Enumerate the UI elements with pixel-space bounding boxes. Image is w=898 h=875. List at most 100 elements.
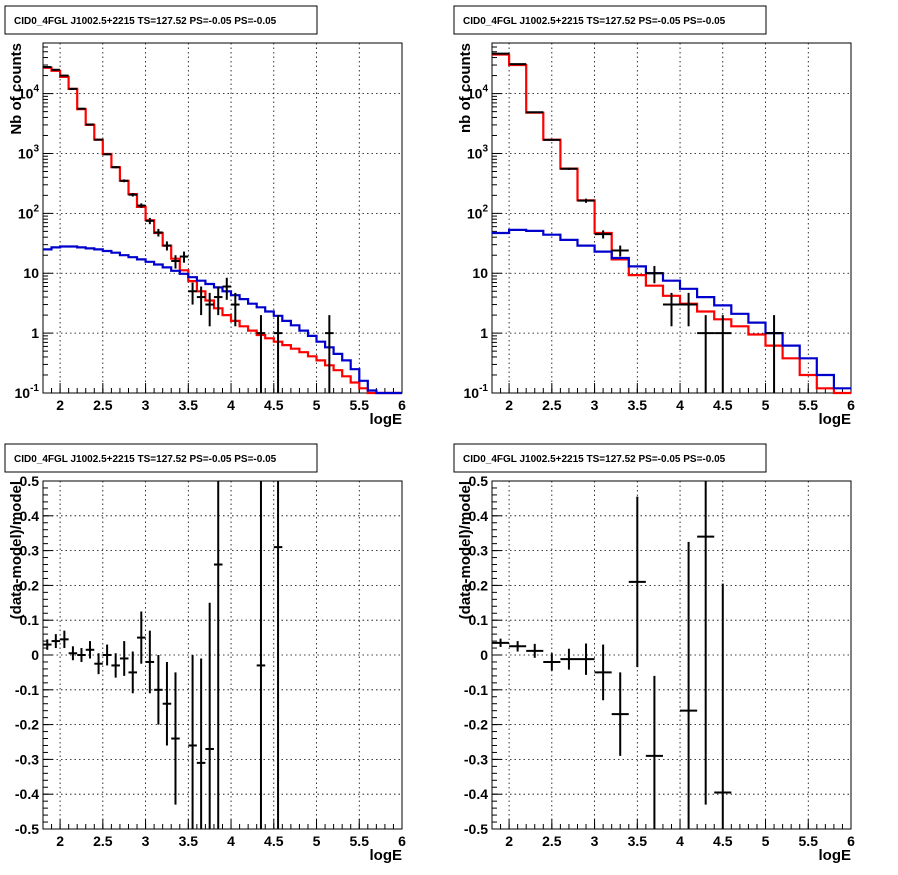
title-box [453,443,767,473]
y-tick-label: 103 [18,143,40,161]
data-point [492,638,510,647]
data-point [714,315,732,393]
x-tick-label: 5.5 [350,833,370,849]
y-tick-label: -0.3 [464,751,488,767]
data-point [43,639,52,650]
y-tick-label: 0.1 [20,612,40,628]
y-axis-label: Nb of counts [8,43,25,135]
x-tick-label: 2.5 [542,397,562,413]
x-axis-label: logE [370,411,403,428]
y-tick-label: 1 [31,325,39,341]
x-tick-label: 4.5 [264,833,284,849]
y-tick-label: -0.4 [15,786,39,802]
data-point [154,655,163,725]
data-point [111,653,120,678]
x-axis-label: logE [819,847,852,864]
plot-frame [491,42,852,394]
data-point [51,634,61,649]
x-tick-label: 2.5 [93,833,113,849]
data-point [162,241,172,251]
data-point [60,630,69,649]
y-tick-label: 0.3 [20,543,40,559]
total-model-line [492,53,851,395]
y-tick-label: 0.2 [20,577,40,593]
x-tick-label: 4.5 [713,397,733,413]
y-axis-label: (data-model)/model [457,481,474,619]
x-tick-label: 3.5 [628,833,648,849]
data-point [594,644,612,701]
y-tick-label: 102 [18,203,40,221]
y-tick-label: -0.4 [464,786,488,802]
x-tick-label: 6 [398,833,406,849]
y-tick-label: 0.5 [20,473,40,489]
y-tick-label: 0 [480,647,488,663]
data-point [256,315,266,393]
x-tick-label: 4 [227,397,235,413]
x-tick-label: 2 [56,397,64,413]
y-tick-label: 104 [467,84,489,102]
plot-frame [42,42,403,394]
chart-title: CID0_4FGL J1002.5+2215 TS=127.52 PS=-0.0… [463,454,726,465]
x-tick-label: 6 [398,397,406,413]
y-tick-label: 10 [472,265,488,281]
data-point [560,648,578,670]
data-point [119,641,129,676]
data-point [171,255,180,269]
y-axis-label: nb of counts [457,43,474,133]
data-point [543,138,561,141]
data-point [205,292,214,327]
data-point [102,153,112,156]
data-point [577,643,595,675]
y-tick-label: 103 [467,143,489,161]
data-point [179,251,189,263]
data-point [196,286,206,316]
chart-top-left: CID0_4FGL J1002.5+2215 TS=127.52 PS=-0.0… [4,5,406,428]
y-tick-label: 0.4 [469,508,489,524]
y-tick-label: -0.1 [464,682,488,698]
data-point [145,217,155,225]
x-tick-label: 5 [313,397,321,413]
data-point [765,315,783,393]
data-point [85,641,95,659]
data-point [213,286,223,316]
plot-frame [42,480,403,830]
data-point [205,602,214,829]
x-tick-label: 4 [676,397,684,413]
y-tick-label: 0.3 [469,543,489,559]
data-point [560,167,578,170]
data-point [222,277,232,300]
data-point [594,230,612,239]
y-tick-label: -0.2 [15,717,39,733]
data-point [273,481,283,829]
y-axis-label: (data-model)/model [8,481,25,619]
data-point [162,661,172,746]
y-tick-label: 0 [31,647,39,663]
data-points [492,481,732,829]
data-point [680,541,698,829]
data-point [154,228,163,237]
data-point [77,107,86,110]
x-tick-label: 5 [762,833,770,849]
chart-bottom-right: CID0_4FGL J1002.5+2215 TS=127.52 PS=-0.0… [453,443,855,864]
x-tick-label: 4.5 [713,833,733,849]
plot-frame [491,480,852,830]
data-point [68,646,78,661]
data-point [137,203,146,208]
data-point [611,245,629,257]
data-point [526,643,544,658]
title-box [4,5,318,35]
source-model-line [492,228,851,390]
y-tick-label: 0.5 [469,473,489,489]
y-tick-label: -0.2 [464,717,488,733]
data-point [256,481,266,829]
x-tick-label: 3 [142,833,150,849]
x-tick-label: 2 [505,833,513,849]
data-point [697,481,715,805]
y-tick-label: -0.3 [15,751,39,767]
x-tick-label: 6 [847,397,855,413]
data-point [77,648,86,662]
x-tick-label: 3.5 [179,397,199,413]
data-point [714,583,732,829]
chart-bottom-left: CID0_4FGL J1002.5+2215 TS=127.52 PS=-0.0… [4,443,406,864]
